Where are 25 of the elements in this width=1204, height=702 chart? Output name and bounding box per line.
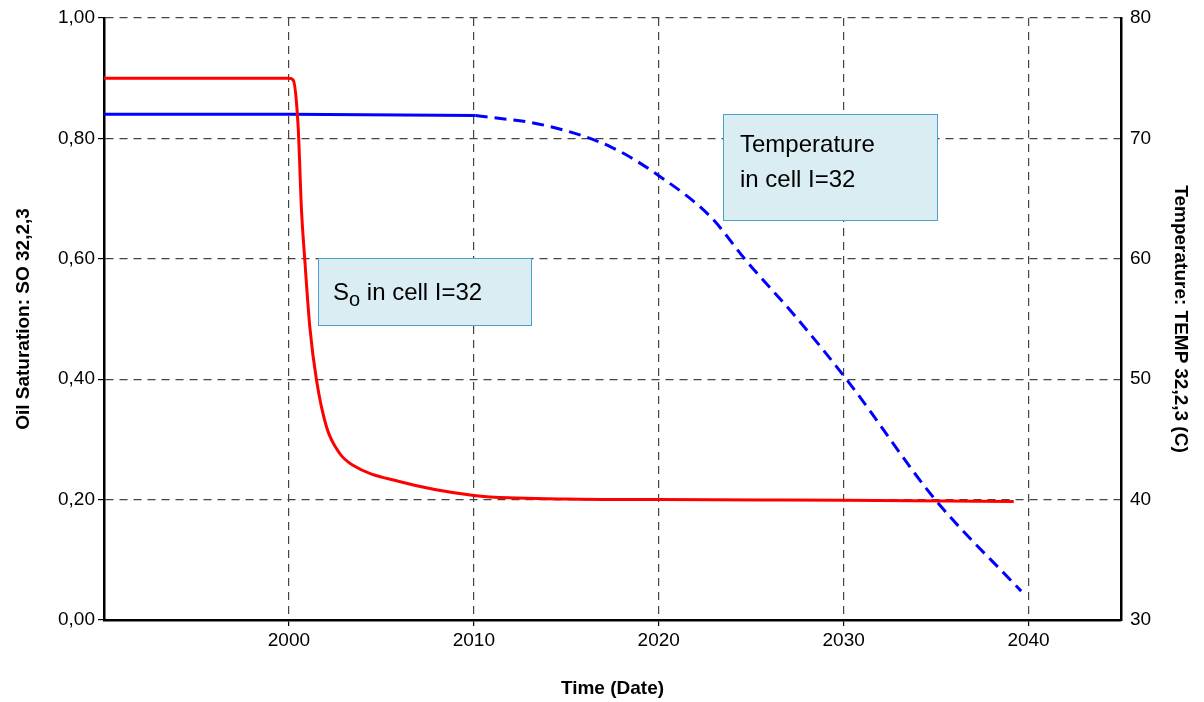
y-tick-label: 0,40 — [58, 367, 95, 389]
y2-tick-label: 60 — [1130, 247, 1152, 269]
line-series — [104, 76, 1016, 503]
y2-axis-title: Temperature: TEMP 32,2,3 (C) — [1171, 185, 1193, 453]
y2-tick-label: 50 — [1130, 367, 1152, 389]
x-tick-label: 2010 — [452, 628, 495, 650]
x-tick-label: 2030 — [822, 628, 865, 650]
y2-tick-label: 40 — [1130, 487, 1152, 509]
x-axis-title: Time (Date) — [560, 676, 665, 698]
x-tick-label: 2000 — [267, 628, 311, 650]
y-tick-label: 0,00 — [58, 608, 95, 630]
y-axis-title: Oil Saturation: SO 32,2,3 — [11, 208, 33, 430]
y-tick-label: 0,80 — [58, 126, 95, 148]
callout-box: Temperature in cell I=32 — [723, 114, 938, 221]
y-tick-label: 0,20 — [58, 487, 95, 509]
x-tick-label: 2040 — [1007, 628, 1050, 650]
annotation: Temperature in cell I=32 — [740, 129, 876, 194]
y2-tick-label: 30 — [1130, 608, 1152, 630]
y-tick-label: 1,00 — [58, 6, 95, 28]
y2-tick-label: 80 — [1130, 6, 1152, 28]
annotation: S$_{o}$ in cell I=32 — [333, 277, 484, 312]
callout-box: S$_{o}$ in cell I=32 — [318, 258, 532, 326]
y-tick-label: 0,60 — [58, 247, 95, 269]
x-tick-label: 2020 — [637, 628, 680, 650]
y2-tick-label: 70 — [1130, 126, 1152, 148]
